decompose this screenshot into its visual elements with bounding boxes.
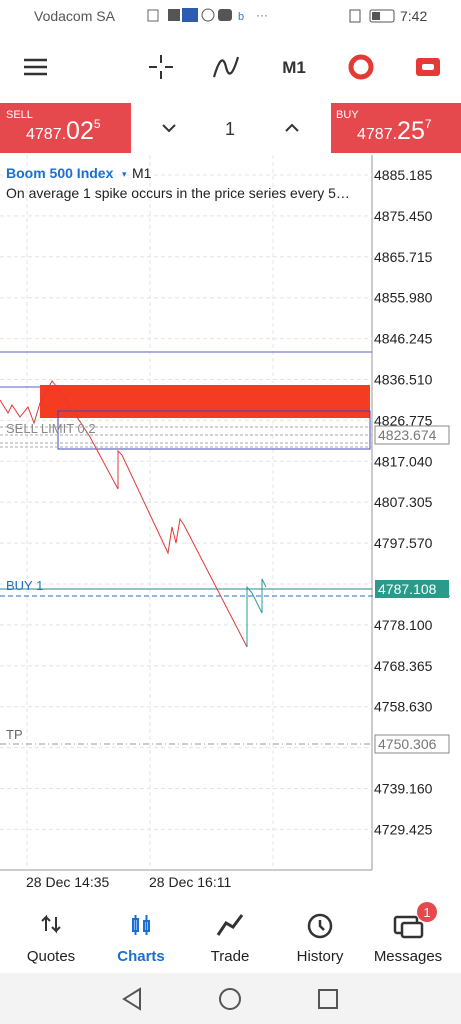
- price-label: 4817.040: [374, 453, 433, 469]
- sell-price-sup: 5: [93, 117, 101, 131]
- back-button[interactable]: [122, 987, 141, 1011]
- svg-text:···: ···: [256, 8, 268, 22]
- price-label: 4885.185: [374, 167, 433, 183]
- recents-button[interactable]: [318, 989, 338, 1009]
- buy-price-big: 25: [397, 117, 425, 145]
- timeframe-button[interactable]: M1: [282, 58, 306, 77]
- price-label: 4846.245: [374, 331, 433, 347]
- volume-down[interactable]: [162, 124, 176, 133]
- nav-item[interactable]: Messages: [374, 948, 442, 965]
- history-icon: [307, 913, 333, 939]
- price-label: 4807.305: [374, 494, 433, 510]
- status-icons: b ···: [147, 8, 268, 23]
- home-button[interactable]: [219, 988, 241, 1010]
- indicators-button[interactable]: [212, 56, 240, 78]
- nav-item[interactable]: Charts: [117, 948, 165, 965]
- price-label: 4768.365: [374, 658, 433, 674]
- trade-button[interactable]: [348, 54, 374, 80]
- price-label: 4758.630: [374, 699, 433, 715]
- chart-timeframe: M1: [132, 165, 152, 181]
- symbol[interactable]: Boom 500 Index: [6, 165, 114, 181]
- volume-control: 1: [162, 119, 299, 139]
- nav-item[interactable]: Quotes: [27, 948, 75, 965]
- price-label: 4865.715: [374, 249, 433, 265]
- price-series-up: [246, 578, 267, 647]
- sell-price-big: 02: [66, 117, 94, 145]
- toolbar: M1: [24, 54, 440, 80]
- tp-label: TP: [6, 727, 23, 742]
- svg-text:b: b: [238, 11, 244, 23]
- zone: [40, 385, 370, 418]
- carrier: Vodacom SA: [34, 8, 115, 24]
- price-label: 4836.510: [374, 372, 433, 388]
- buy-label: BUY 1: [6, 578, 43, 593]
- nav-item[interactable]: History: [297, 948, 344, 965]
- sell-limit-marker: 4823.674: [378, 427, 437, 443]
- marker-box: [374, 734, 450, 754]
- trade-icon: [216, 914, 244, 936]
- price-label: 4855.980: [374, 290, 433, 306]
- buy-marker: 4787.108: [378, 581, 437, 597]
- time-label: 28 Dec 14:35: [26, 874, 109, 890]
- price-series: [0, 380, 248, 648]
- volume-up[interactable]: [285, 123, 299, 132]
- marker-box: [374, 425, 450, 445]
- one-click-icon: [422, 64, 434, 70]
- messages-icon: [393, 915, 424, 939]
- sell-limit-label: SELL LIMIT 0.2: [6, 421, 96, 436]
- buy-price: 4787.: [357, 126, 398, 143]
- bottom-nav: 1 Quotes Charts Trade History Messages: [0, 895, 461, 973]
- volume[interactable]: 1: [225, 119, 235, 139]
- charts-icon: [132, 915, 150, 935]
- buy-price-sup: 7: [424, 117, 432, 131]
- nav-item[interactable]: Trade: [211, 948, 250, 965]
- buy-button[interactable]: BUY 4787.257: [331, 103, 461, 153]
- time-label: 28 Dec 16:11: [149, 874, 231, 890]
- buy-label: BUY: [336, 109, 359, 121]
- chart[interactable]: Boom 500 Index ▾ M1 On average 1 spike o…: [0, 155, 461, 895]
- menu-button[interactable]: [24, 58, 47, 76]
- price-label: 4729.425: [374, 821, 433, 837]
- price-label: 4826.775: [374, 412, 433, 428]
- badge-count: 1: [423, 905, 430, 920]
- tp-marker: 4750.306: [378, 736, 437, 752]
- sell-button[interactable]: SELL 4787.025: [0, 103, 131, 153]
- system-nav: [0, 973, 461, 1024]
- clock: 7:42: [400, 8, 428, 24]
- zone-outline: [57, 410, 371, 450]
- dropdown: ▾: [122, 169, 127, 179]
- quotes-icon: [41, 914, 61, 934]
- marker-box: [375, 580, 449, 598]
- price-label: 4797.570: [374, 535, 433, 551]
- battery: [349, 9, 395, 23]
- price-label: 4739.160: [374, 781, 433, 797]
- sell-price: 4787.: [26, 126, 67, 143]
- description: On average 1 spike occurs in the price s…: [6, 185, 350, 201]
- price-label: 4778.100: [374, 617, 433, 633]
- sell-label: SELL: [6, 109, 33, 121]
- price-label: 4875.450: [374, 208, 433, 224]
- crosshair-button[interactable]: [149, 55, 173, 79]
- badge: [417, 902, 437, 922]
